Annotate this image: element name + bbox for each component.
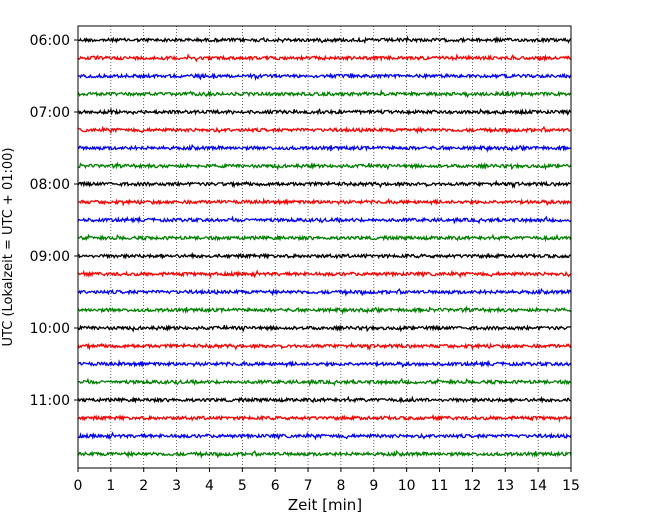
x-tick-label: 12 bbox=[463, 478, 481, 494]
x-tick-label: 4 bbox=[205, 478, 214, 494]
x-tick-label: 2 bbox=[139, 478, 148, 494]
trace-line bbox=[77, 215, 572, 225]
x-tick-label: 6 bbox=[271, 478, 280, 494]
trace-line bbox=[77, 233, 572, 243]
trace-line bbox=[77, 395, 572, 405]
x-axis-ticks: 0 1 2 3 4 5 6 7 8 9 10 11 12 13 14 15 bbox=[74, 468, 580, 494]
x-tick-label: 7 bbox=[304, 478, 313, 494]
y-tick-label: 08:00 bbox=[30, 177, 70, 193]
y-tick-label: 09:00 bbox=[30, 249, 70, 265]
x-tick-label: 8 bbox=[336, 478, 345, 494]
y-tick-label: 06:00 bbox=[30, 33, 70, 49]
x-tick-label: 10 bbox=[398, 478, 416, 494]
trace-line bbox=[77, 251, 572, 260]
trace-line bbox=[77, 107, 572, 116]
x-tick-label: 15 bbox=[562, 478, 580, 494]
x-tick-label: 5 bbox=[238, 478, 247, 494]
x-tick-label: 14 bbox=[529, 478, 547, 494]
trace-line bbox=[77, 377, 572, 387]
trace-line bbox=[77, 161, 572, 171]
trace-line bbox=[77, 35, 572, 45]
x-tick-label: 11 bbox=[431, 478, 449, 494]
x-axis-label: Zeit [min] bbox=[288, 496, 362, 514]
trace-line bbox=[77, 305, 572, 315]
trace-line bbox=[77, 359, 572, 368]
x-tick-label: 0 bbox=[74, 478, 83, 494]
y-tick-label: 07:00 bbox=[30, 105, 70, 121]
trace-line bbox=[77, 88, 572, 99]
trace-line bbox=[77, 179, 572, 190]
x-tick-label: 9 bbox=[369, 478, 378, 494]
x-tick-label: 1 bbox=[106, 478, 115, 494]
trace-line bbox=[77, 449, 572, 460]
trace-line bbox=[77, 72, 572, 81]
trace-line bbox=[77, 431, 572, 441]
x-tick-label: 13 bbox=[496, 478, 514, 494]
y-tick-label: 11:00 bbox=[30, 393, 70, 409]
trace-line bbox=[77, 125, 572, 135]
y-tick-label: 10:00 bbox=[30, 321, 70, 337]
trace-line bbox=[77, 413, 572, 423]
plot-frame bbox=[77, 25, 572, 469]
trace-line bbox=[77, 323, 572, 333]
trace-line bbox=[77, 197, 572, 207]
seismic-traces bbox=[77, 35, 572, 460]
trace-line bbox=[77, 269, 572, 279]
y-axis-label: UTC (Lokalzeit = UTC + 01:00) bbox=[1, 148, 16, 347]
trace-line bbox=[77, 287, 572, 298]
y-axis-ticks: 06:00 07:00 08:00 09:00 10:00 11:00 bbox=[30, 33, 78, 409]
trace-line bbox=[77, 53, 572, 63]
x-tick-label: 3 bbox=[172, 478, 181, 494]
trace-line bbox=[77, 341, 572, 352]
trace-line bbox=[77, 143, 572, 153]
